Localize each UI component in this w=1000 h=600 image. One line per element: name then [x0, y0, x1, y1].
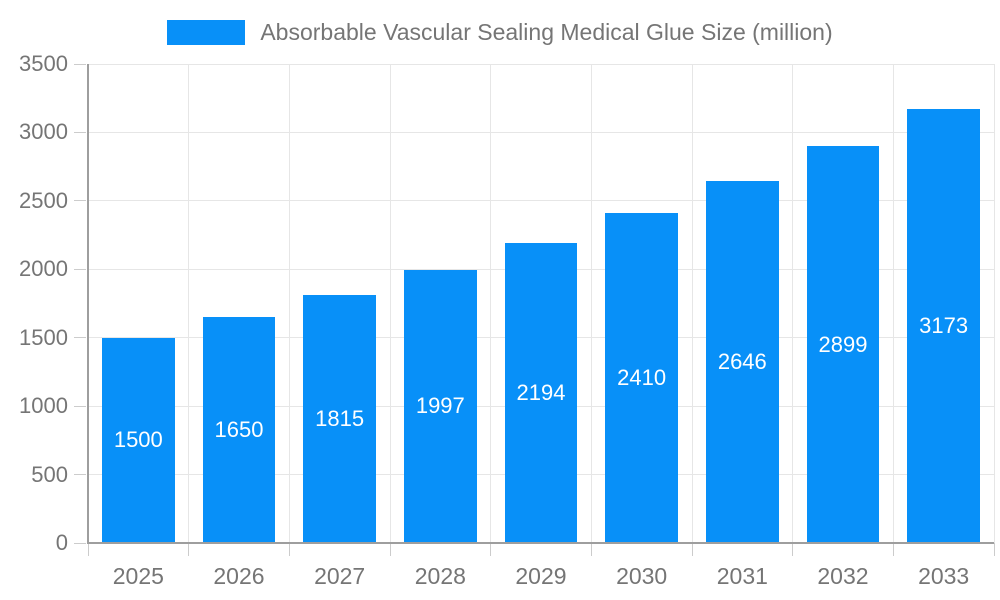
- bar-value-label-2031: 2646: [717, 348, 767, 374]
- x-tick-2: [288, 543, 290, 556]
- bar-value-label-2032: 2899: [818, 331, 868, 357]
- v-gridline-7: [792, 64, 794, 543]
- bar-2032[interactable]: 2899: [806, 146, 880, 543]
- x-tick-1: [188, 543, 190, 556]
- v-gridline-8: [892, 64, 894, 543]
- y-tick-1000: [74, 405, 86, 407]
- y-axis-line: [87, 64, 89, 543]
- bar-2029[interactable]: 2194: [504, 242, 578, 543]
- h-gridline-3500: [88, 63, 994, 65]
- y-tick-1500: [74, 337, 86, 339]
- bar-value-label-2033: 3173: [919, 312, 969, 338]
- x-tick-5: [590, 543, 592, 556]
- y-tick-label-3500: 3500: [19, 51, 68, 76]
- y-tick-2500: [74, 200, 86, 202]
- x-tick-label-2026: 2026: [213, 563, 265, 589]
- plot-area: 0 500 1000 1500 2000 2500 3000 3500 1500 2025 1650…: [19, 53, 995, 588]
- x-tick-3: [389, 543, 391, 556]
- bar-value-label-2029: 2194: [516, 379, 566, 405]
- y-tick-label-2000: 2000: [19, 256, 68, 282]
- v-gridline-5: [590, 64, 592, 543]
- v-gridline-6: [691, 64, 693, 543]
- x-tick-label-2028: 2028: [414, 563, 466, 589]
- bar-value-label-2026: 1650: [214, 417, 264, 443]
- y-tick-0: [74, 542, 86, 544]
- y-tick-500: [74, 474, 86, 476]
- bar-value-label-2028: 1997: [415, 393, 465, 419]
- bar-2026[interactable]: 1650: [202, 317, 276, 543]
- y-tick-label-3000: 3000: [19, 119, 68, 145]
- x-tick-7: [792, 543, 794, 556]
- v-gridline-2: [288, 64, 290, 543]
- h-gridline-3000: [88, 131, 994, 133]
- y-tick-label-1000: 1000: [19, 393, 68, 419]
- bar-value-label-2025: 1500: [113, 427, 163, 453]
- v-gridline-3: [389, 64, 391, 543]
- legend-swatch-icon: [167, 20, 246, 45]
- x-tick-4: [490, 543, 492, 556]
- v-gridline-9: [993, 64, 995, 543]
- bar-2030[interactable]: 2410: [605, 213, 679, 543]
- x-tick-label-2029: 2029: [515, 563, 567, 589]
- bar-value-label-2030: 2410: [617, 365, 667, 391]
- x-tick-label-2032: 2032: [817, 563, 869, 589]
- x-tick-0: [87, 543, 89, 556]
- x-tick-label-2025: 2025: [112, 563, 164, 589]
- x-tick-8: [892, 543, 894, 556]
- v-gridline-1: [188, 64, 190, 543]
- x-tick-label-2031: 2031: [716, 563, 768, 589]
- bar-2033[interactable]: 3173: [907, 108, 981, 543]
- x-tick-9: [993, 543, 995, 556]
- x-tick-label-2033: 2033: [918, 563, 970, 589]
- bar-2027[interactable]: 1815: [303, 294, 377, 543]
- y-tick-label-1500: 1500: [19, 324, 68, 350]
- y-tick-3000: [74, 131, 86, 133]
- bar-2025[interactable]: 1500: [101, 337, 175, 543]
- h-gridline-2500: [88, 200, 994, 202]
- legend[interactable]: Absorbable Vascular Sealing Medical Glue…: [0, 19, 1000, 46]
- y-tick-label-500: 500: [31, 461, 68, 487]
- bar-value-label-2027: 1815: [315, 405, 365, 431]
- bar-2028[interactable]: 1997: [403, 269, 477, 543]
- y-tick-label-0: 0: [55, 530, 68, 555]
- v-gridline-4: [490, 64, 492, 543]
- x-tick-6: [691, 543, 693, 556]
- x-tick-label-2027: 2027: [314, 563, 366, 589]
- y-tick-label-2500: 2500: [19, 187, 68, 213]
- bar-2031[interactable]: 2646: [705, 180, 779, 543]
- y-tick-2000: [74, 268, 86, 270]
- legend-label: Absorbable Vascular Sealing Medical Glue…: [260, 19, 833, 45]
- y-tick-3500: [74, 63, 86, 65]
- x-axis-line: [87, 542, 994, 544]
- x-tick-label-2030: 2030: [616, 563, 668, 589]
